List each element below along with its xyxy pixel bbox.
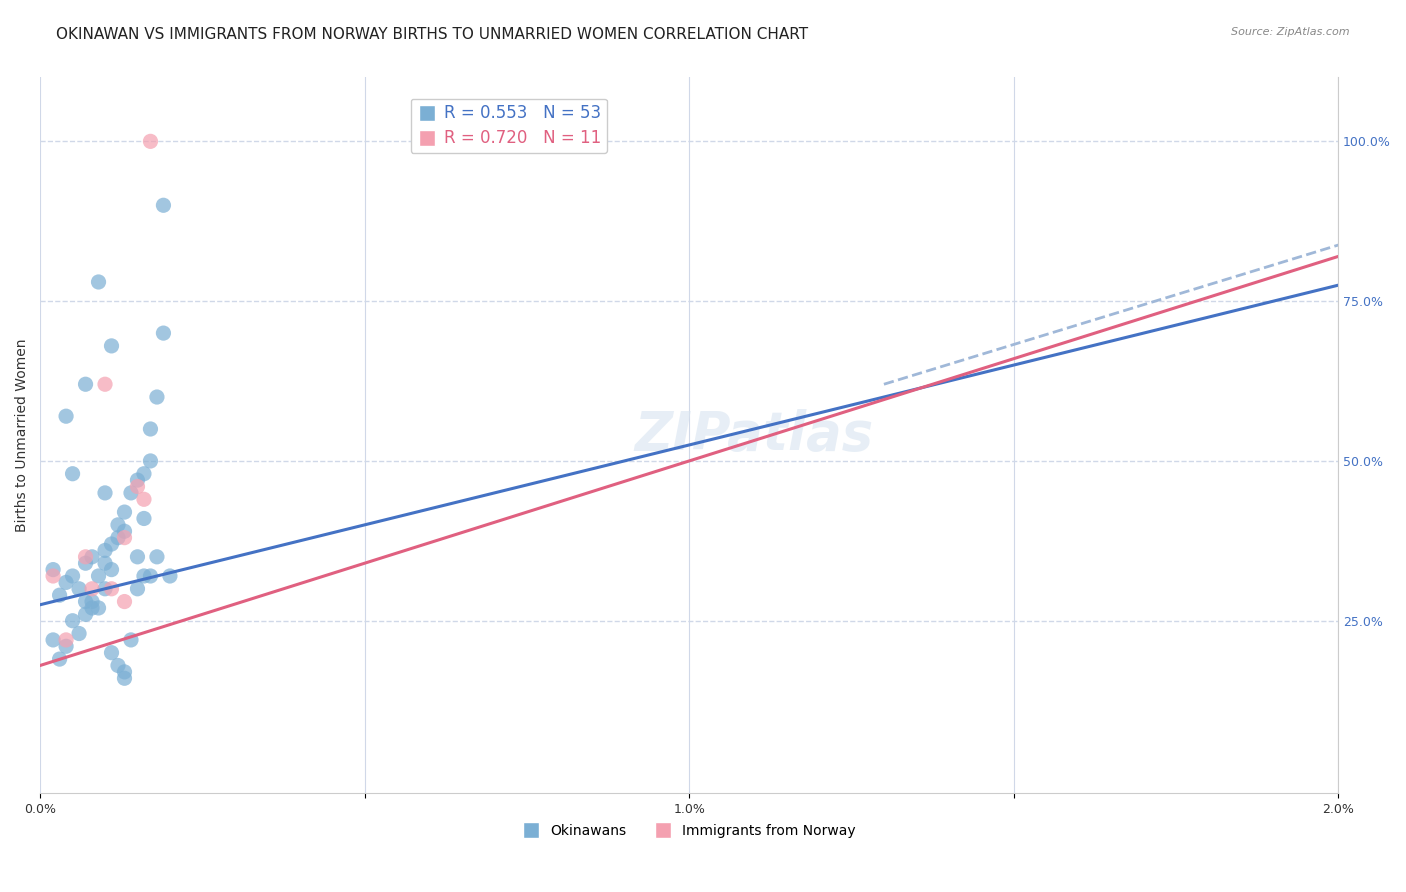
Point <box>80 594 103 608</box>
Point <box>146 549 169 564</box>
Point <box>100 563 122 577</box>
Point <box>42 569 65 583</box>
Point <box>94 486 117 500</box>
Text: Source: ZipAtlas.com: Source: ZipAtlas.com <box>1232 27 1350 37</box>
Text: ZIPatlas: ZIPatlas <box>634 409 873 461</box>
Point <box>127 549 149 564</box>
Point <box>159 569 181 583</box>
Point <box>100 537 122 551</box>
Point <box>55 632 77 647</box>
Point <box>75 607 97 622</box>
Text: OKINAWAN VS IMMIGRANTS FROM NORWAY BIRTHS TO UNMARRIED WOMEN CORRELATION CHART: OKINAWAN VS IMMIGRANTS FROM NORWAY BIRTH… <box>56 27 808 42</box>
Point <box>87 569 110 583</box>
Point <box>75 594 97 608</box>
Point <box>127 479 149 493</box>
Point <box>87 601 110 615</box>
Point <box>80 601 103 615</box>
Point <box>152 198 174 212</box>
Point <box>114 671 136 685</box>
Point <box>55 640 77 654</box>
Point <box>146 390 169 404</box>
Point <box>48 588 70 602</box>
Point <box>75 556 97 570</box>
Point <box>80 582 103 596</box>
Point <box>42 632 65 647</box>
Point <box>152 326 174 340</box>
Point <box>132 569 155 583</box>
Point <box>107 517 129 532</box>
Point <box>100 582 122 596</box>
Point <box>48 652 70 666</box>
Point <box>80 549 103 564</box>
Point <box>100 339 122 353</box>
Point <box>94 543 117 558</box>
Point <box>87 275 110 289</box>
Point <box>94 582 117 596</box>
Point <box>75 377 97 392</box>
Point <box>100 646 122 660</box>
Point <box>139 134 162 148</box>
Point <box>55 409 77 424</box>
Point <box>42 563 65 577</box>
Point <box>67 626 90 640</box>
Point <box>120 486 142 500</box>
Point <box>62 614 84 628</box>
Y-axis label: Births to Unmarried Women: Births to Unmarried Women <box>15 339 30 533</box>
Point <box>107 531 129 545</box>
Point <box>132 511 155 525</box>
Point <box>127 582 149 596</box>
Legend: Okinawans, Immigrants from Norway: Okinawans, Immigrants from Norway <box>517 819 862 844</box>
Point <box>62 569 84 583</box>
Point <box>94 556 117 570</box>
Point <box>114 524 136 539</box>
Point <box>127 473 149 487</box>
Point <box>139 422 162 436</box>
Point <box>55 575 77 590</box>
Point <box>67 582 90 596</box>
Point <box>114 531 136 545</box>
Point <box>114 594 136 608</box>
Point <box>107 658 129 673</box>
Point <box>139 454 162 468</box>
Point <box>94 377 117 392</box>
Point <box>120 632 142 647</box>
Point <box>114 505 136 519</box>
Point <box>132 467 155 481</box>
Point <box>114 665 136 679</box>
Point <box>132 492 155 507</box>
Point <box>62 467 84 481</box>
Point <box>75 549 97 564</box>
Point <box>139 569 162 583</box>
